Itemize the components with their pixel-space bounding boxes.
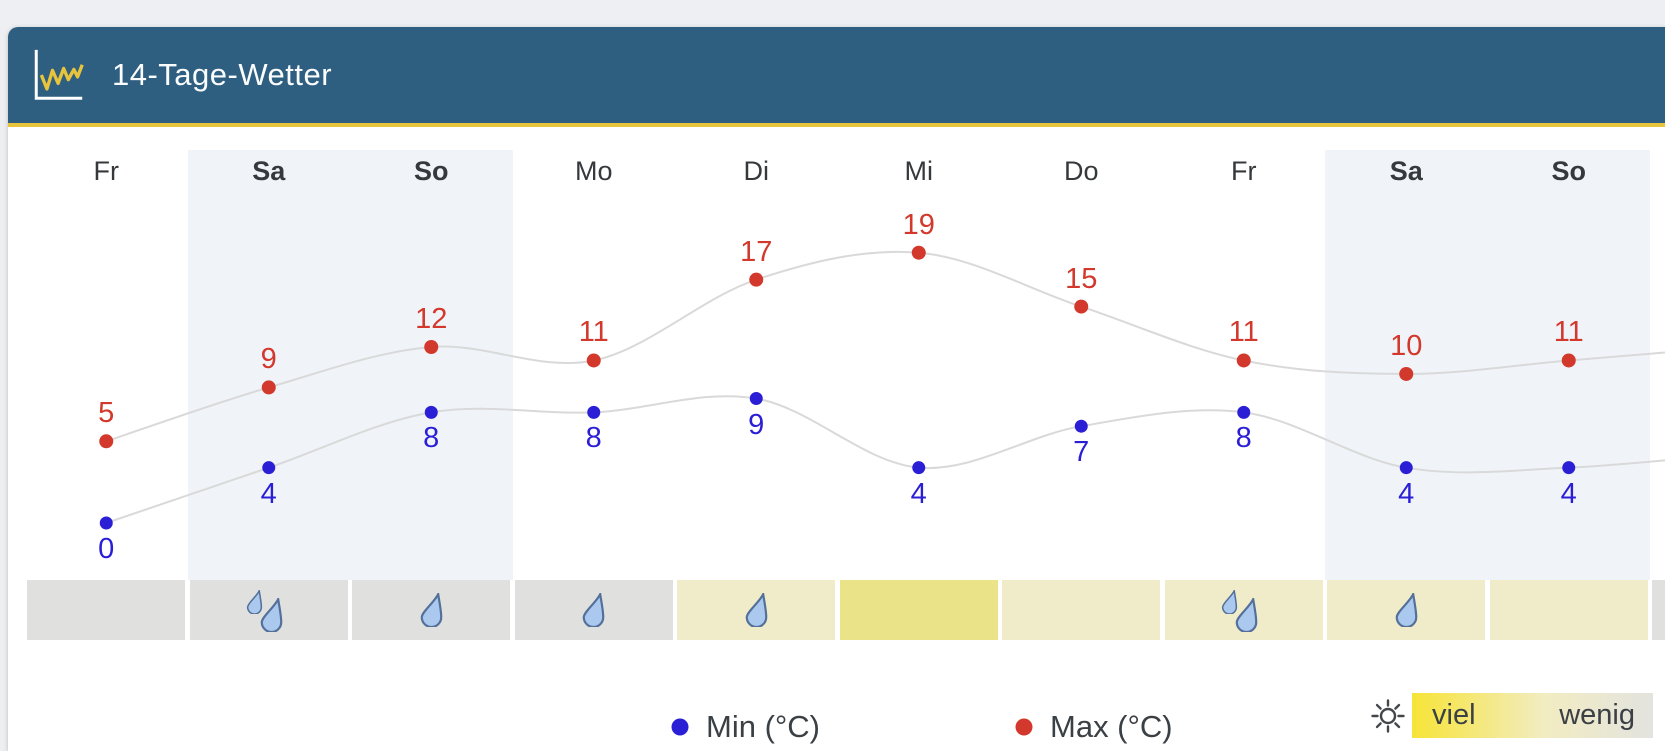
min-temp-value: 4	[1560, 477, 1577, 510]
day-label[interactable]: Mo	[574, 156, 613, 186]
raindrop-icon	[1235, 595, 1257, 634]
sunshine-cell[interactable]	[1164, 580, 1323, 640]
raindrop-icon	[420, 593, 442, 627]
day-label[interactable]: Sa	[1389, 156, 1423, 186]
sunshine-cell[interactable]	[352, 580, 510, 640]
max-temp-value: 9	[260, 343, 277, 376]
max-legend-dot	[1015, 718, 1033, 736]
day-label[interactable]: Do	[1063, 156, 1099, 186]
min-legend-dot	[671, 718, 689, 736]
max-temp-value: 11	[1553, 316, 1584, 349]
weekend-highlight	[1325, 150, 1650, 580]
raindrops-icon	[245, 588, 293, 634]
sunshine-cell[interactable]	[839, 580, 998, 640]
sun-scale-little: wenig	[1559, 699, 1635, 731]
max-legend-label: Max (°C)	[1050, 709, 1173, 744]
max-temp-value: 15	[1065, 262, 1098, 295]
sunshine-cell[interactable]	[514, 580, 673, 640]
raindrop-icon	[745, 593, 767, 627]
raindrop-icon	[260, 595, 282, 634]
day-label[interactable]: Mi	[904, 156, 934, 186]
max-temp-value: 12	[415, 303, 448, 335]
sunshine-cell[interactable]	[1327, 580, 1485, 640]
max-temp-value: 11	[578, 316, 609, 349]
max-temp-value: 10	[1390, 329, 1423, 362]
max-temp-value: 5	[98, 397, 115, 430]
raindrop-icon	[1395, 593, 1417, 627]
sun-icon	[1371, 699, 1405, 733]
card-header: 14-Tage-Wetter	[8, 27, 1665, 127]
sunshine-cell[interactable]	[677, 580, 835, 640]
card-title: 14-Tage-Wetter	[112, 57, 333, 92]
min-temp-value: 8	[423, 422, 440, 455]
min-temp-value: 0	[98, 533, 115, 565]
min-temp-value: 4	[910, 477, 927, 510]
min-temp-value: 4	[1398, 477, 1415, 510]
raindrop-icon	[582, 593, 605, 627]
min-temp-value: 8	[1235, 422, 1252, 455]
day-label[interactable]: Fr	[93, 156, 119, 186]
sunshine-cell[interactable]	[27, 580, 185, 640]
min-temp-value: 7	[1073, 436, 1090, 469]
max-temp-value: 19	[902, 208, 935, 241]
day-label[interactable]: Sa	[252, 156, 286, 186]
sun-scale-bar: viel wenig	[1412, 693, 1653, 738]
min-temp-value: 8	[585, 422, 602, 455]
sun-scale-much: viel	[1432, 699, 1476, 731]
raindrops-icon	[1220, 588, 1268, 634]
min-temp-value: 4	[260, 477, 277, 510]
day-label[interactable]: Di	[743, 156, 770, 186]
weekend-highlight	[187, 150, 513, 580]
sunshine-cell[interactable]	[1489, 580, 1648, 640]
sunshine-cell[interactable]	[189, 580, 348, 640]
day-label[interactable]: So	[1551, 156, 1587, 186]
day-label[interactable]: So	[413, 156, 449, 186]
min-temp-value: 9	[748, 408, 765, 441]
sunshine-cell-partial[interactable]	[1652, 580, 1665, 640]
day-label[interactable]: Fr	[1231, 156, 1257, 186]
max-temp-value: 17	[740, 235, 773, 268]
sunshine-cell[interactable]	[1002, 580, 1160, 640]
line-chart-icon	[34, 49, 84, 100]
min-legend-label: Min (°C)	[706, 709, 820, 744]
max-temp-value: 11	[1228, 316, 1259, 349]
